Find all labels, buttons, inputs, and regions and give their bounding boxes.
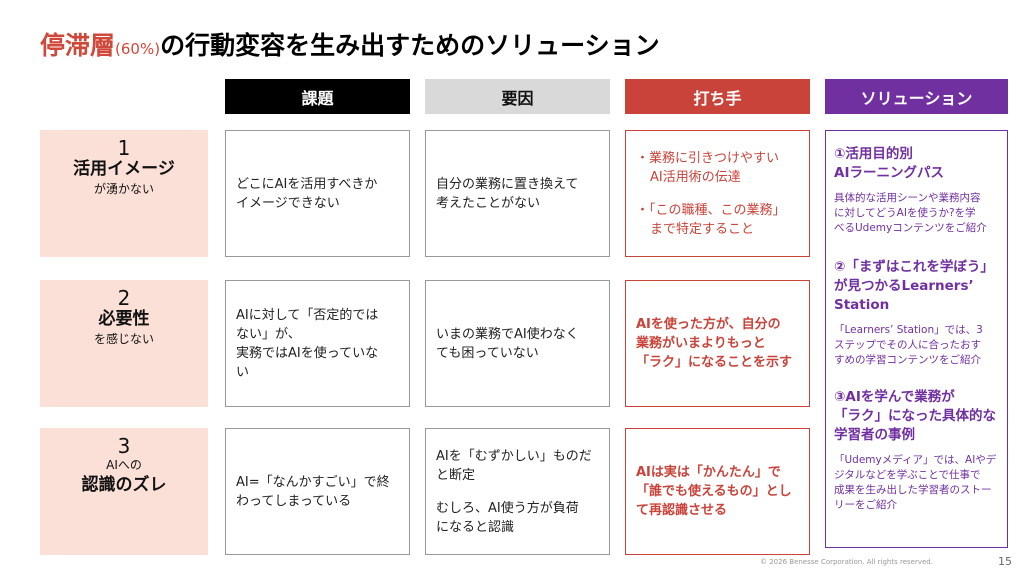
paragraph: AIを「むずかしい」ものだ と断定 — [436, 447, 599, 485]
text-line: イメージできない — [236, 195, 340, 211]
cause-cell: いまの業務でAI使わなく ても困っていない — [425, 280, 610, 407]
solution-title-line: AIラーニングパス — [834, 165, 944, 181]
text-line: ない」が、 — [236, 326, 301, 342]
solution-item: ①活用目的別 AIラーニングパス具体的な活用シーンや業務内容 に対してどうAIを使う… — [834, 145, 999, 236]
title-note: (60%) — [115, 40, 161, 58]
label-main: 認識のズレ — [81, 475, 167, 495]
label-post: を感じない — [93, 332, 154, 346]
solution-desc-line: ステップでその人に合ったおす — [834, 339, 981, 351]
action-cell: AIを使った方が、自分の 業務がいまよりもっと「ラク」になることを示す — [625, 280, 810, 407]
text-line: 「ラク」になることを示す — [636, 355, 793, 370]
row-label: 3 AIへの認識のズレ — [40, 428, 208, 555]
text-line: ・「この職種、この業務」 — [636, 202, 786, 218]
column-header: 課題 — [225, 79, 410, 114]
row-label: 2 必要性を感じない — [40, 280, 208, 407]
solution-title-line: ①活用目的別 — [834, 146, 913, 162]
text-line: AIを使った方が、自分の — [636, 317, 781, 332]
text-line: AI=「なんかすごい」で終 — [236, 474, 390, 490]
row-number: 2 — [117, 286, 131, 310]
label-main: 活用イメージ — [73, 159, 175, 179]
solution-title-line: ②「まずはこれを学ぼう」 — [834, 259, 994, 275]
text-line: ・業務に引きつけやすい — [636, 150, 780, 166]
label-pre: AIへの — [106, 458, 142, 472]
text-line: わってしまっている — [236, 493, 352, 509]
text-line: どこにAIを活用すべきか — [236, 176, 378, 192]
solution-desc-line: 成果を生み出した学習者のストー — [834, 484, 992, 496]
title-highlight: 停滞層 — [40, 31, 116, 60]
text-line: い — [236, 364, 250, 380]
paragraph: ・「この職種、この業務」まで特定すること — [636, 201, 799, 239]
cause-cell: 自分の業務に置き換えて 考えたことがない — [425, 130, 610, 257]
column-header: 要因 — [425, 79, 610, 114]
text-line: いまの業務でAI使わなく — [436, 326, 579, 342]
paragraph: いまの業務でAI使わなく ても困っていない — [436, 325, 599, 363]
text-line: 考えたことがない — [436, 195, 541, 211]
solution-item: ②「まずはこれを学ぼう」 が見つかるLearners’ Station 「Learne… — [834, 258, 999, 368]
text-line: AIに対して「否定的では — [236, 307, 379, 323]
solution-item: ③AIを学んで業務が「ラク」になった具体的な 学習者の事例「Udemyメディア」で… — [834, 388, 999, 513]
solution-desc: 「Learners’ Station」では、3 ステップでその人に合ったおす すめの… — [834, 323, 999, 368]
row-label: 1 活用イメージが湧かない — [40, 130, 208, 257]
paragraph: ・業務に引きつけやすい AI活用術の伝達 — [636, 149, 799, 187]
title-rest: の行動変容を生み出すためのソリューション — [160, 31, 660, 60]
column-header: ソリューション — [825, 79, 1008, 114]
solution-title-line: ③AIを学んで業務が — [834, 389, 955, 405]
text-line: ても困っていない — [436, 345, 539, 361]
solution-title-line: が見つかるLearners’ — [834, 278, 974, 294]
slide-title: 停滞層(60%)の行動変容を生み出すためのソリューション — [40, 26, 660, 62]
solution-desc-line: 「Learners’ Station」では、3 — [834, 324, 983, 336]
solution-desc-line: すめの学習コンテンツをご紹介 — [834, 354, 981, 366]
text-line: AIを「むずかしい」ものだ — [436, 448, 592, 464]
copyright: © 2026 Benesse Corporation. All rights r… — [760, 558, 933, 566]
text-line: て再認識させる — [636, 503, 728, 518]
paragraph: むしろ、AI使う方が負荷 になると認識 — [436, 499, 599, 537]
solution-desc: 「Udemyメディア」では、AIやデ ジタルなどを学ぶことで仕事で 成果を生み出した… — [834, 453, 999, 513]
action-cell: AIは実は「かんたん」で 「誰でも使えるもの」とし て再認識させる — [625, 428, 810, 555]
action-cell: ・業務に引きつけやすい AI活用術の伝達・「この職種、この業務」まで特定すること — [625, 130, 810, 257]
text-line: まで特定すること — [650, 221, 755, 237]
solution-desc: 具体的な活用シーンや業務内容 に対してどうAIを使うか?を学 べるUdemyコンテン… — [834, 191, 999, 236]
paragraph: AIに対して「否定的では ない」が、実務ではAIを使っていない — [236, 306, 399, 382]
row-number: 3 — [117, 434, 131, 458]
text-line: 実務ではAIを使っていな — [236, 345, 379, 361]
solution-desc-line: ジタルなどを学ぶことで仕事で — [834, 469, 981, 481]
solution-desc-line: に対してどうAIを使うか?を学 — [834, 207, 976, 219]
text-line: むしろ、AI使う方が負荷 — [436, 500, 579, 516]
solution-box: ①活用目的別 AIラーニングパス具体的な活用シーンや業務内容 に対してどうAIを使う… — [825, 130, 1008, 548]
issue-cell: AIに対して「否定的では ない」が、実務ではAIを使っていない — [225, 280, 410, 407]
label-post: が湧かない — [93, 182, 154, 196]
cause-cell: AIを「むずかしい」ものだ と断定 むしろ、AI使う方が負荷 になると認識 — [425, 428, 610, 555]
column-header: 打ち手 — [625, 79, 810, 114]
page-number: 15 — [998, 555, 1012, 568]
label-main: 必要性 — [98, 309, 150, 329]
solution-title-line: 「ラク」になった具体的な — [834, 408, 996, 424]
issue-cell: どこにAIを活用すべきか イメージできない — [225, 130, 410, 257]
solution-desc-line: 「Udemyメディア」では、AIやデ — [834, 454, 997, 466]
paragraph: AIは実は「かんたん」で 「誰でも使えるもの」とし て再認識させる — [636, 463, 799, 520]
paragraph: 自分の業務に置き換えて 考えたことがない — [436, 175, 599, 213]
paragraph: どこにAIを活用すべきか イメージできない — [236, 175, 399, 213]
text-line: になると認識 — [436, 519, 515, 535]
solution-title-line: 学習者の事例 — [834, 427, 915, 443]
solution-desc-line: 具体的な活用シーンや業務内容 — [834, 192, 981, 204]
solution-desc-line: リーをご紹介 — [834, 499, 897, 511]
text-line: AI活用術の伝達 — [650, 169, 741, 185]
paragraph: AI=「なんかすごい」で終 わってしまっている — [236, 473, 399, 511]
solution-title-line: Station — [834, 297, 890, 313]
text-line: 業務がいまよりもっと — [636, 336, 766, 351]
text-line: 自分の業務に置き換えて — [436, 176, 579, 192]
row-number: 1 — [117, 136, 131, 160]
text-line: 「誰でも使えるもの」とし — [636, 484, 792, 499]
text-line: と断定 — [436, 467, 476, 483]
issue-cell: AI=「なんかすごい」で終 わってしまっている — [225, 428, 410, 555]
text-line: AIは実は「かんたん」で — [636, 465, 781, 480]
paragraph: AIを使った方が、自分の 業務がいまよりもっと「ラク」になることを示す — [636, 315, 799, 372]
solution-desc-line: べるUdemyコンテンツをご紹介 — [834, 222, 987, 234]
